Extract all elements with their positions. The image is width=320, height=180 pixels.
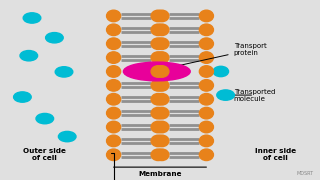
Ellipse shape [107,149,121,161]
Text: Outer side
of cell: Outer side of cell [23,148,66,161]
Ellipse shape [155,93,169,105]
Ellipse shape [199,52,213,63]
Ellipse shape [155,24,169,36]
Ellipse shape [107,24,121,36]
Ellipse shape [151,135,165,147]
Ellipse shape [151,121,165,133]
Ellipse shape [55,67,73,77]
Ellipse shape [36,113,54,124]
Ellipse shape [199,121,213,133]
Ellipse shape [151,107,165,119]
Ellipse shape [151,10,165,22]
Ellipse shape [151,66,165,77]
Ellipse shape [155,38,169,50]
Ellipse shape [199,107,213,119]
Ellipse shape [151,80,165,91]
Text: Inner side
of cell: Inner side of cell [255,148,296,161]
Ellipse shape [107,135,121,147]
Text: Membrane: Membrane [138,171,182,177]
Text: Transported
molecule: Transported molecule [234,89,275,102]
Ellipse shape [151,93,165,105]
Ellipse shape [199,10,213,22]
Ellipse shape [155,149,169,161]
Ellipse shape [155,80,169,91]
Ellipse shape [107,10,121,22]
Ellipse shape [151,24,165,36]
Ellipse shape [14,92,31,102]
Ellipse shape [155,135,169,147]
Ellipse shape [151,149,165,161]
Ellipse shape [155,107,169,119]
Ellipse shape [107,121,121,133]
Ellipse shape [199,135,213,147]
Ellipse shape [107,107,121,119]
Ellipse shape [199,24,213,36]
Ellipse shape [151,52,165,63]
Ellipse shape [107,66,121,77]
Ellipse shape [199,38,213,50]
Ellipse shape [107,38,121,50]
Ellipse shape [213,66,228,77]
Ellipse shape [23,13,41,23]
Ellipse shape [155,66,169,77]
Text: Transport
protein: Transport protein [171,43,266,67]
Ellipse shape [107,80,121,91]
Ellipse shape [124,62,190,81]
Ellipse shape [155,121,169,133]
Ellipse shape [199,149,213,161]
Ellipse shape [199,93,213,105]
Ellipse shape [155,52,169,63]
Ellipse shape [107,52,121,63]
Ellipse shape [151,38,165,50]
Ellipse shape [107,93,121,105]
Ellipse shape [59,131,76,142]
Ellipse shape [199,66,213,77]
Ellipse shape [199,80,213,91]
Ellipse shape [46,33,63,43]
Ellipse shape [20,51,38,61]
Text: MDSRT: MDSRT [296,171,314,176]
Ellipse shape [217,90,235,100]
Ellipse shape [155,10,169,22]
